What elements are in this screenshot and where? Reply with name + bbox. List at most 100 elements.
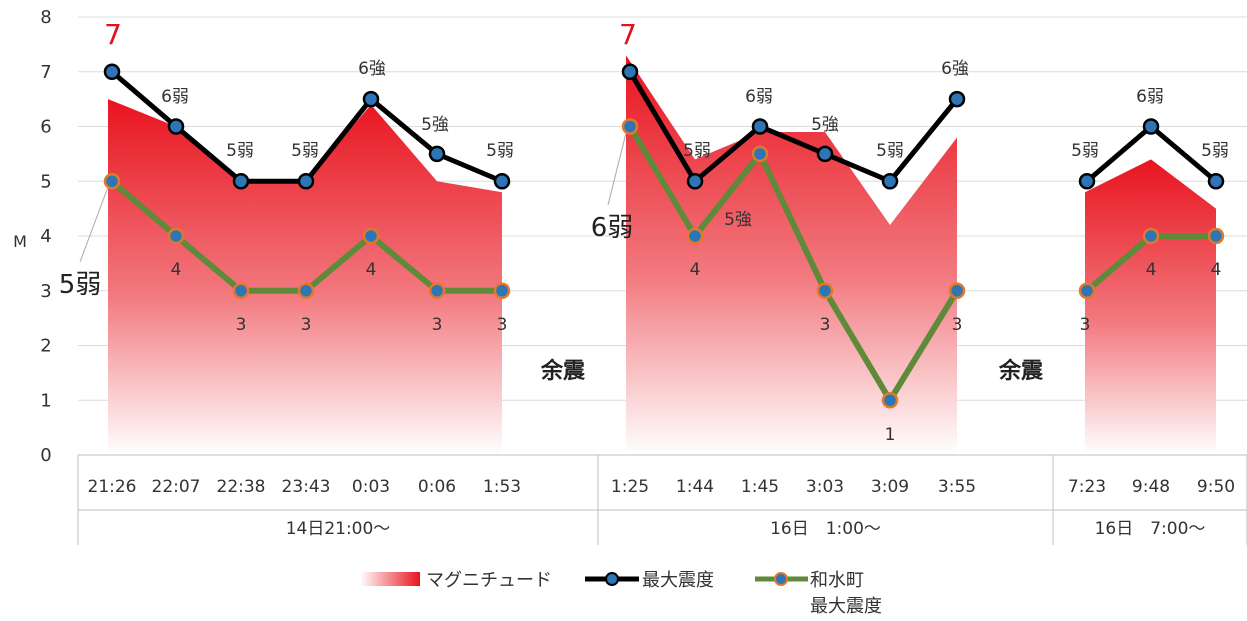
x-tick-label: 1:44 xyxy=(676,477,714,497)
x-tick-label: 22:07 xyxy=(152,477,201,497)
x-tick-label: 0:03 xyxy=(352,477,390,497)
max-intensity-point xyxy=(428,145,446,163)
y-tick-label: 1 xyxy=(40,390,51,411)
max-intensity-label: 5強 xyxy=(421,115,449,135)
magnitude-areas xyxy=(108,55,1216,455)
town-intensity-point xyxy=(948,282,966,299)
town-intensity-point xyxy=(428,282,446,299)
x-tick-label: 7:23 xyxy=(1068,477,1106,497)
max-intensity-label: 6弱 xyxy=(161,87,189,107)
max-intensity-label: 7 xyxy=(104,18,122,51)
data-labels: 7 6弱 5弱 5弱 6強 5強 5弱 7 5弱 6弱 5強 5弱 6強 5弱 6弱 5弱 5弱 4 3 3 4 3 3 6弱… xyxy=(59,18,1229,445)
max-intensity-point xyxy=(1142,118,1160,135)
town-intensity-point xyxy=(232,282,250,299)
max-intensity-point xyxy=(816,145,834,163)
max-intensity-point xyxy=(621,63,639,80)
town-intensity-point xyxy=(686,227,704,245)
town-intensity-label: 3 xyxy=(1080,315,1091,335)
y-tick-label: 0 xyxy=(40,445,51,466)
y-tick-label: 5 xyxy=(40,171,51,192)
x-tick-label: 23:43 xyxy=(282,477,331,497)
max-intensity-label: 6強 xyxy=(358,59,386,79)
town-intensity-label: 3 xyxy=(432,315,443,335)
max-intensity-label: 5弱 xyxy=(876,141,904,161)
magnitude-area xyxy=(108,99,502,455)
town-intensity-point xyxy=(751,145,769,163)
town-intensity-line xyxy=(627,124,960,404)
x-tick-label: 3:55 xyxy=(938,477,976,497)
aftershock-annotation: 余震 xyxy=(998,358,1044,384)
y-tick-label: 6 xyxy=(40,117,51,138)
group-label: 14日21:00～ xyxy=(286,519,391,539)
town-intensity-point xyxy=(1078,282,1096,299)
max-intensity-point xyxy=(1078,173,1096,190)
max-intensity-point xyxy=(1207,173,1225,190)
max-intensity-label: 5弱 xyxy=(683,141,711,161)
x-tick-label: 9:50 xyxy=(1197,477,1235,497)
town-intensity-label: 5弱 xyxy=(59,270,102,300)
max-intensity-point xyxy=(881,173,899,190)
x-tick-label: 1:53 xyxy=(483,477,521,497)
y-axis-label: M xyxy=(13,232,27,251)
town-intensity-label: 3 xyxy=(952,315,963,335)
x-tick-label: 0:06 xyxy=(418,477,456,497)
max-intensity-point xyxy=(232,173,250,190)
max-intensity-point xyxy=(167,118,185,135)
y-tick-label: 2 xyxy=(40,336,51,357)
town-intensity-point xyxy=(1207,227,1225,245)
max-intensity-label: 6弱 xyxy=(745,87,773,107)
max-intensity-label: 5強 xyxy=(811,115,839,135)
callout-line xyxy=(607,132,627,206)
town-intensity-label: 3 xyxy=(497,315,508,335)
town-intensity-label: 4 xyxy=(1146,260,1157,280)
legend-label-magnitude: マグニチュード xyxy=(426,570,552,591)
aftershock-annotation: 余震 xyxy=(540,358,586,384)
max-intensity-point xyxy=(297,173,315,190)
group-label: 16日 1:00～ xyxy=(770,519,881,539)
town-intensity-point xyxy=(362,227,380,245)
x-tick-label: 22:38 xyxy=(217,477,266,497)
legend-swatch-magnitude xyxy=(360,572,420,586)
town-intensity-label: 4 xyxy=(690,260,701,280)
town-intensity-point xyxy=(816,282,834,299)
max-intensity-point xyxy=(103,63,121,80)
town-intensity-point xyxy=(167,227,185,245)
y-tick-label: 4 xyxy=(40,226,51,247)
max-intensity-line xyxy=(627,70,959,184)
x-tick-label: 1:25 xyxy=(611,477,649,497)
legend-label-town-intensity: 最大震度 xyxy=(810,596,882,617)
x-tick-label: 1:45 xyxy=(741,477,779,497)
y-tick-label: 3 xyxy=(40,281,51,302)
max-intensity-label: 5弱 xyxy=(486,141,514,161)
intensity-lines xyxy=(103,63,1225,409)
town-intensity-point xyxy=(621,118,639,135)
max-intensity-label: 5弱 xyxy=(1071,141,1099,161)
town-intensity-point xyxy=(493,282,511,299)
max-intensity-label: 5弱 xyxy=(226,141,254,161)
town-intensity-point xyxy=(881,392,899,409)
y-tick-label: 8 xyxy=(40,7,51,28)
town-intensity-label: 4 xyxy=(1211,260,1222,280)
max-intensity-label: 5弱 xyxy=(291,141,319,161)
callout-line xyxy=(79,186,109,263)
max-intensity-point xyxy=(948,90,966,108)
town-intensity-label: 4 xyxy=(366,260,377,280)
axes: 0 1 2 3 4 5 6 7 8 M 21:26 22:07 22:38 23:43 0:03 0:06 1:… xyxy=(13,7,1247,545)
magnitude-area xyxy=(626,55,957,455)
legend-label-town-intensity: 和水町 xyxy=(810,570,864,591)
town-intensity-label: 3 xyxy=(820,315,831,335)
legend-marker-max-intensity xyxy=(605,572,619,586)
max-intensity-point xyxy=(751,118,769,135)
x-tick-label: 3:03 xyxy=(806,477,844,497)
legend-marker-town-intensity xyxy=(774,572,788,586)
max-intensity-label: 5弱 xyxy=(1201,141,1229,161)
town-intensity-label: 1 xyxy=(885,425,896,445)
max-intensity-point xyxy=(362,90,380,108)
x-tick-label: 3:09 xyxy=(871,477,909,497)
town-intensity-label: 6弱 xyxy=(591,213,634,243)
town-intensity-point xyxy=(103,173,121,190)
magnitude-area xyxy=(1085,159,1216,455)
town-intensity-label: 3 xyxy=(236,315,247,335)
